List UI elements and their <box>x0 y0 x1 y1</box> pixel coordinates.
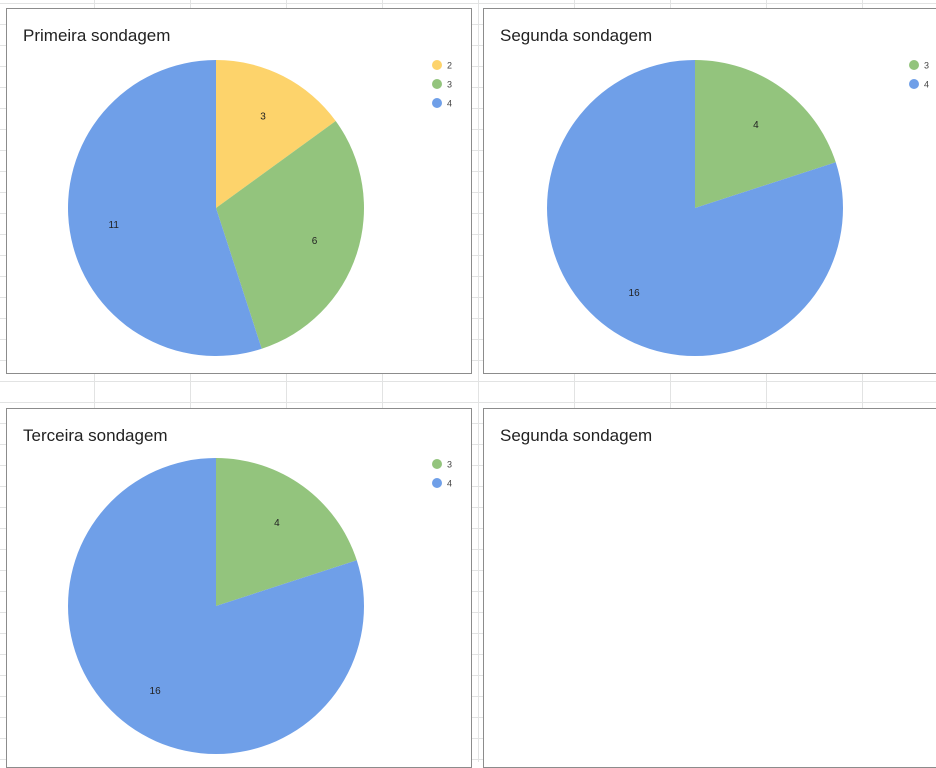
slice-value-label: 4 <box>753 120 759 131</box>
legend-swatch <box>432 60 442 70</box>
pie-slice-4[interactable] <box>547 60 844 356</box>
chart-title: Primeira sondagem <box>23 26 171 45</box>
pie-slice-2[interactable] <box>216 60 336 208</box>
chart-primeira-sondagem[interactable]: Primeira sondagem 3 6 11 2 3 4 <box>6 8 472 374</box>
slice-value-label: 11 <box>109 220 120 231</box>
legend-label: 2 <box>447 61 452 71</box>
slice-value-label: 4 <box>274 518 280 529</box>
chart-terceira-sondagem[interactable]: Terceira sondagem 4 16 3 4 <box>6 408 472 768</box>
slice-value-label: 16 <box>629 288 641 299</box>
slice-value-label: 3 <box>260 112 266 123</box>
legend-label: 3 <box>447 460 452 470</box>
legend-label: 4 <box>924 80 929 90</box>
pie-slice-4[interactable] <box>68 60 262 356</box>
pie-slice-3[interactable] <box>216 121 364 349</box>
pie-slice-3[interactable] <box>216 458 357 606</box>
chart-title: Segunda sondagem <box>500 426 653 445</box>
slice-value-label: 16 <box>150 686 162 697</box>
legend-swatch <box>432 459 442 469</box>
pie-chart: 4 16 3 4 <box>68 458 452 754</box>
legend-swatch <box>432 98 442 108</box>
legend-swatch <box>432 478 442 488</box>
chart-title: Segunda sondagem <box>500 26 653 45</box>
pie-chart <box>484 409 936 768</box>
legend-label: 3 <box>447 80 452 90</box>
chart-title: Terceira sondagem <box>23 426 168 445</box>
legend-swatch <box>432 79 442 89</box>
chart-segunda-sondagem-empty[interactable]: Segunda sondagem <box>483 408 936 768</box>
legend-swatch <box>909 79 919 89</box>
pie-slice-3[interactable] <box>695 60 836 208</box>
pie-chart: 4 16 3 4 <box>547 60 929 356</box>
legend-label: 4 <box>447 479 452 489</box>
legend-swatch <box>909 60 919 70</box>
pie-slice-4[interactable] <box>68 458 365 754</box>
legend-label: 3 <box>924 61 929 71</box>
chart-segunda-sondagem[interactable]: Segunda sondagem 4 16 3 4 <box>483 8 936 374</box>
pie-chart: 3 6 11 2 3 4 <box>68 60 452 356</box>
slice-value-label: 6 <box>312 236 318 247</box>
legend-label: 4 <box>447 99 452 109</box>
